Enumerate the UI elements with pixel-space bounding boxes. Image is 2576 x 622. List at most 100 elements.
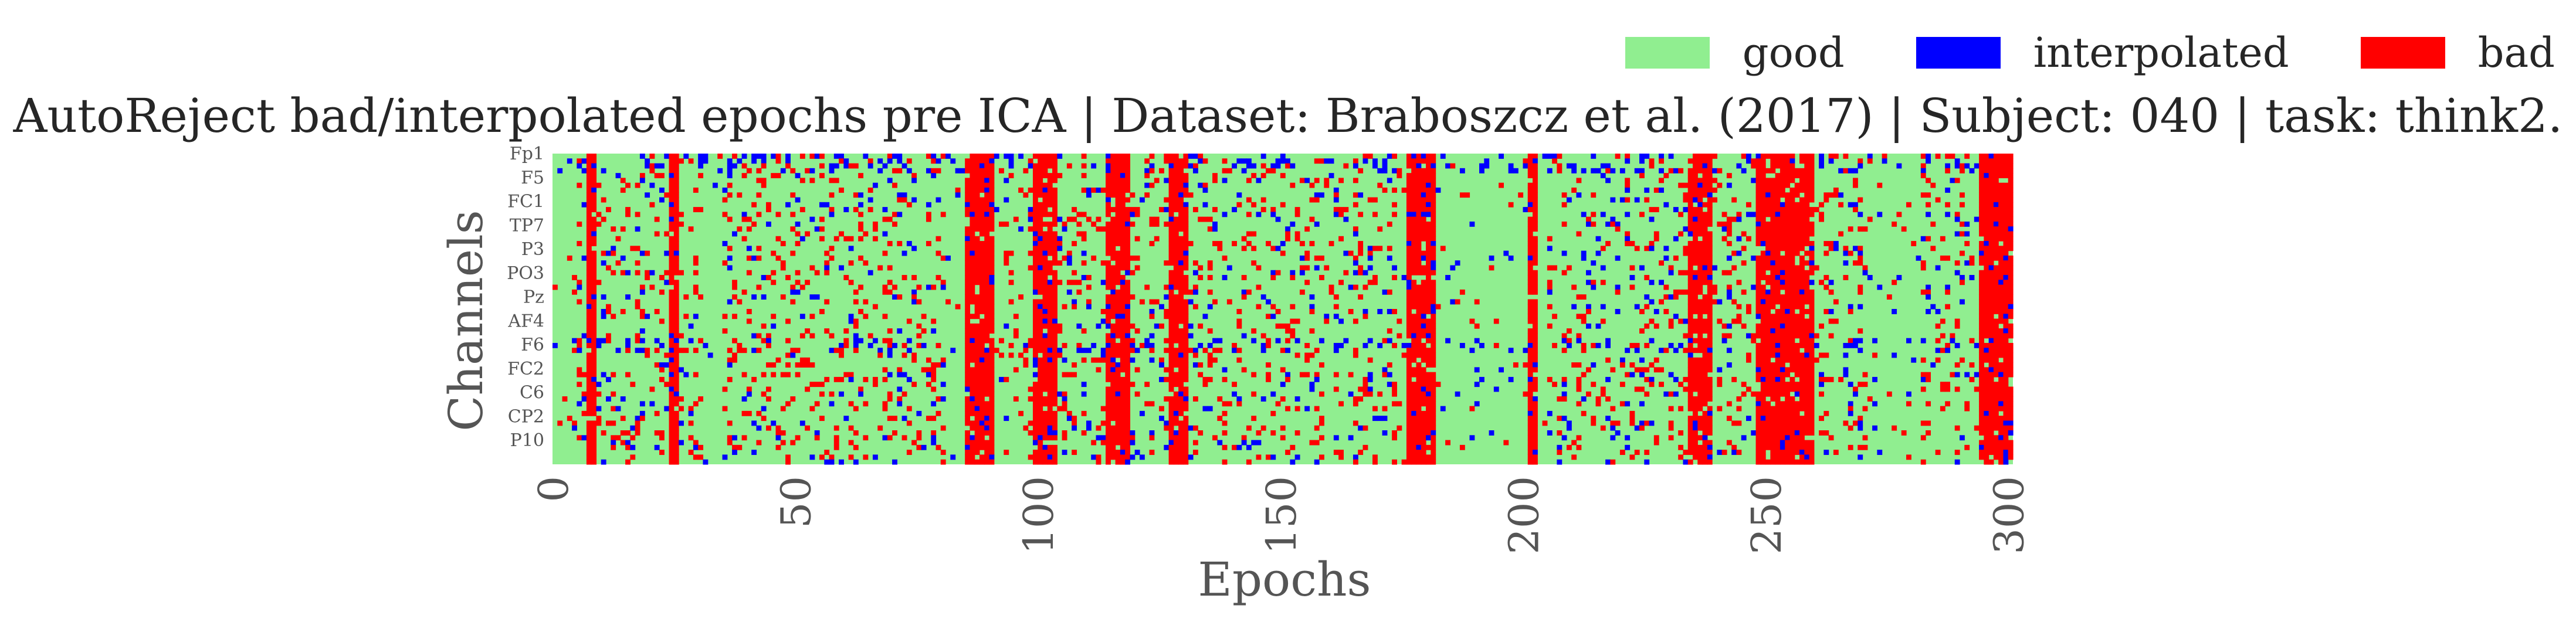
- heatmap-cell: [1115, 309, 1121, 314]
- heatmap-cell: [1275, 163, 1281, 169]
- heatmap-cell: [1382, 338, 1388, 344]
- heatmap-cell: [581, 255, 587, 261]
- heatmap-cell: [1659, 280, 1664, 285]
- heatmap-cell: [1416, 221, 1422, 227]
- heatmap-cell: [1527, 265, 1533, 271]
- heatmap-cell: [984, 182, 990, 188]
- heatmap-cell: [1115, 435, 1121, 441]
- heatmap-cell: [805, 362, 811, 368]
- heatmap-cell: [1333, 342, 1339, 348]
- heatmap-cell: [897, 328, 903, 334]
- heatmap-cell: [1309, 440, 1315, 446]
- heatmap-cell: [1125, 280, 1131, 285]
- heatmap-cell: [989, 357, 995, 363]
- heatmap-cell: [1819, 323, 1824, 329]
- heatmap-cell: [1052, 289, 1057, 295]
- heatmap-cell: [989, 182, 995, 188]
- heatmap-cell: [1052, 459, 1057, 465]
- heatmap-cell: [1760, 396, 1766, 402]
- heatmap-cell: [1411, 212, 1417, 217]
- heatmap-cell: [1804, 221, 1810, 227]
- heatmap-cell: [1421, 416, 1426, 422]
- heatmap-cell: [693, 372, 699, 378]
- heatmap-cell: [698, 338, 704, 344]
- heatmap-cell: [645, 158, 650, 164]
- heatmap-cell: [974, 197, 980, 203]
- heatmap-cell: [1527, 246, 1533, 251]
- heatmap-cell: [1785, 323, 1791, 329]
- heatmap-cell: [737, 444, 743, 450]
- heatmap-cell: [1125, 289, 1131, 295]
- heatmap-cell: [1304, 406, 1310, 412]
- heatmap-cell: [1615, 154, 1621, 159]
- heatmap-cell: [673, 410, 679, 416]
- heatmap-cell: [1343, 216, 1349, 222]
- heatmap-cell: [1032, 284, 1038, 290]
- heatmap-cell: [673, 231, 679, 237]
- heatmap-cell: [1785, 450, 1791, 456]
- heatmap-cell: [1426, 163, 1431, 169]
- heatmap-cell: [979, 425, 985, 431]
- heatmap-cell: [1789, 294, 1795, 300]
- heatmap-cell: [824, 260, 830, 266]
- heatmap-cell: [805, 386, 811, 392]
- heatmap-cell: [1741, 382, 1747, 388]
- heatmap-cell: [673, 454, 679, 460]
- heatmap-cell: [1125, 440, 1131, 446]
- heatmap-cell: [1168, 444, 1174, 450]
- heatmap-cell: [1741, 246, 1747, 251]
- heatmap-cell: [1338, 450, 1344, 456]
- heatmap-cell: [1445, 275, 1450, 280]
- heatmap-cell: [606, 396, 611, 402]
- heatmap-cell: [586, 163, 592, 169]
- heatmap-cell: [1785, 382, 1791, 388]
- heatmap-cell: [1707, 168, 1713, 174]
- heatmap-cell: [669, 416, 674, 422]
- heatmap-cell: [965, 265, 971, 271]
- heatmap-cell: [1712, 265, 1717, 271]
- heatmap-cell: [1533, 260, 1538, 266]
- heatmap-cell: [1755, 416, 1761, 422]
- heatmap-cell: [1644, 367, 1650, 373]
- heatmap-cell: [1406, 294, 1412, 300]
- heatmap-cell: [1760, 275, 1766, 280]
- heatmap-cell: [1770, 314, 1776, 320]
- heatmap-cell: [1149, 154, 1155, 159]
- heatmap-cell: [1149, 342, 1155, 348]
- heatmap-cell: [693, 314, 699, 320]
- heatmap-cell: [1431, 396, 1436, 402]
- heatmap-cell: [1406, 430, 1412, 436]
- heatmap-cell: [1804, 376, 1810, 382]
- heatmap-cell: [765, 275, 771, 280]
- heatmap-cell: [1431, 202, 1436, 208]
- heatmap-cell: [984, 197, 990, 203]
- heatmap-cell: [1707, 207, 1713, 212]
- heatmap-cell: [1110, 372, 1116, 378]
- heatmap-cell: [1178, 236, 1184, 242]
- heatmap-cell: [853, 459, 859, 465]
- heatmap-cell: [989, 444, 995, 450]
- heatmap-cell: [795, 280, 801, 285]
- heatmap-cell: [1183, 280, 1189, 285]
- heatmap-cell: [732, 444, 737, 450]
- heatmap-cell: [1649, 241, 1655, 246]
- heatmap-cell: [1411, 435, 1417, 441]
- heatmap-cell: [911, 275, 917, 280]
- heatmap-cell: [965, 314, 971, 320]
- heatmap-cell: [1697, 265, 1703, 271]
- heatmap-cell: [1775, 420, 1781, 426]
- heatmap-cell: [1115, 314, 1121, 320]
- heatmap-cell: [1115, 401, 1121, 407]
- heatmap-cell: [1047, 158, 1053, 164]
- heatmap-cell: [1086, 299, 1092, 305]
- heatmap-cell: [1110, 454, 1116, 460]
- heatmap-cell: [1358, 250, 1364, 256]
- heatmap-cell: [829, 348, 835, 354]
- heatmap-cell: [1168, 284, 1174, 290]
- heatmap-cell: [1804, 323, 1810, 329]
- heatmap-cell: [1168, 212, 1174, 217]
- heatmap-cell: [1459, 444, 1465, 450]
- heatmap-cell: [673, 450, 679, 456]
- heatmap-cell: [1362, 342, 1368, 348]
- heatmap-cell: [688, 450, 694, 456]
